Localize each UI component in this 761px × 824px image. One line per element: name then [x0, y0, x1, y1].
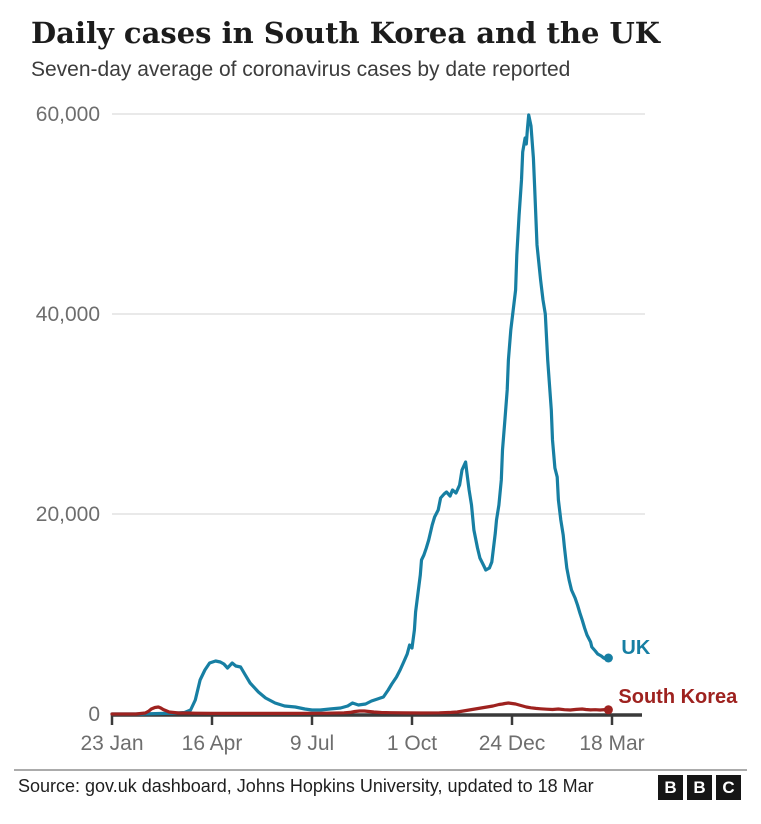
- bbc-logo: B B C: [658, 775, 741, 800]
- y-tick-label-0: 0: [88, 703, 100, 726]
- y-tick-label-40000: 40,000: [36, 303, 100, 326]
- x-tick-label-18-mar: 18 Mar: [579, 732, 644, 755]
- footer-divider: [14, 769, 747, 771]
- y-tick-label-20000: 20,000: [36, 503, 100, 526]
- x-tick-label-23-jan: 23 Jan: [80, 732, 143, 755]
- bbc-logo-letter-b2: B: [687, 775, 712, 800]
- uk-end-dot: [603, 653, 613, 663]
- y-tick-label-60000: 60,000: [36, 103, 100, 126]
- x-tick-label-9-jul: 9 Jul: [290, 732, 334, 755]
- x-tick-label-24-dec: 24 Dec: [479, 732, 546, 755]
- south-korea-end-dot: [603, 705, 613, 715]
- source-text: Source: gov.uk dashboard, Johns Hopkins …: [18, 776, 594, 796]
- uk-line: [110, 113, 611, 716]
- chart-title: Daily cases in South Korea and the UK: [31, 16, 661, 50]
- south-korea-line: [110, 701, 611, 716]
- south-korea-series-label: South Korea: [618, 686, 738, 708]
- x-tick-label-1-oct: 1 Oct: [387, 732, 437, 755]
- chart-subtitle: Seven-day average of coronavirus cases b…: [31, 58, 571, 81]
- bbc-logo-letter-b1: B: [658, 775, 683, 800]
- bbc-logo-letter-c: C: [716, 775, 741, 800]
- uk-series-label: UK: [621, 637, 650, 659]
- x-tick-label-16-apr: 16 Apr: [182, 732, 243, 755]
